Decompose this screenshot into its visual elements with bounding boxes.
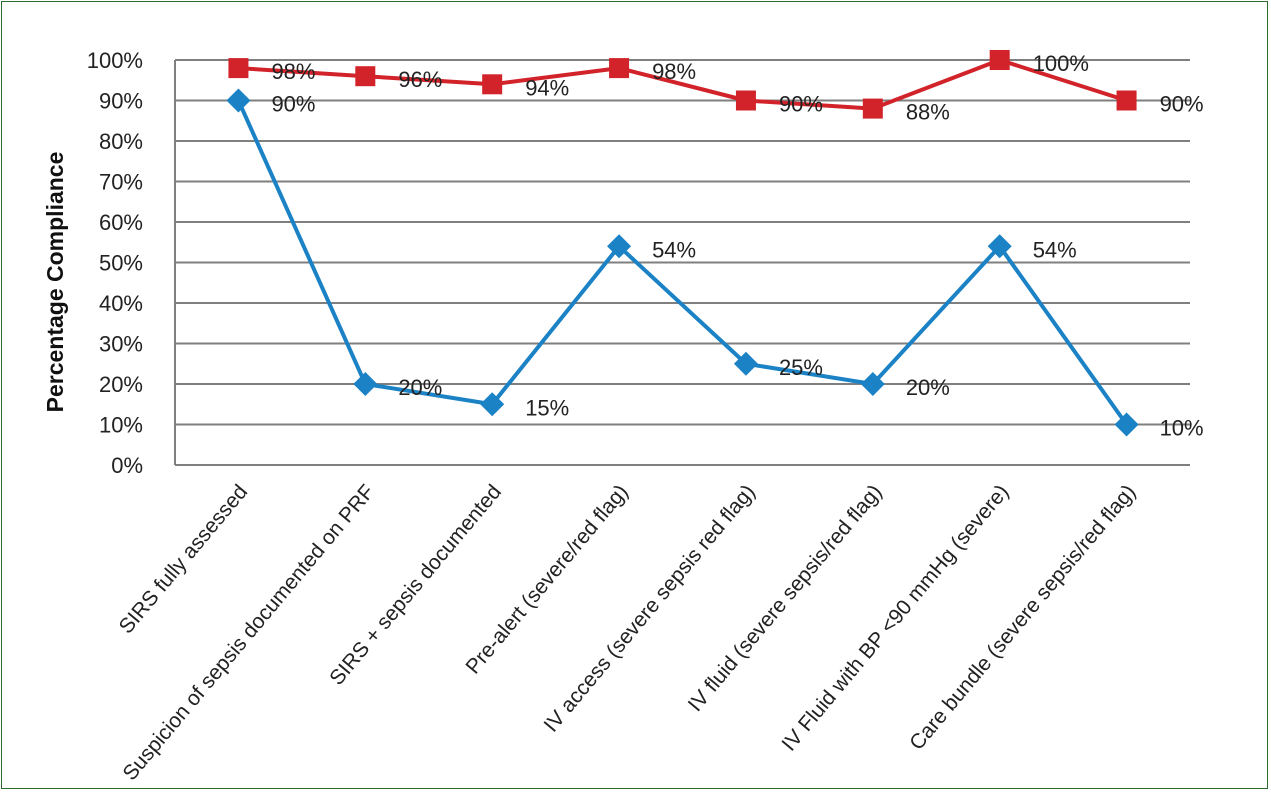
square-marker — [989, 50, 1010, 70]
data-labels: 98% 96% 94% 98% 90% 88% 100% 90% 90% 20% 15% 54% 25%… — [271, 51, 1203, 441]
data-label: 10% — [1160, 416, 1204, 441]
x-category-label: IV access (severe sepsis red flag) — [540, 480, 760, 736]
data-label: 15% — [525, 395, 569, 420]
square-marker — [228, 58, 249, 79]
data-label: 96% — [398, 67, 442, 92]
square-marker — [609, 58, 630, 79]
data-label: 54% — [652, 237, 696, 262]
data-label: 98% — [271, 59, 315, 84]
y-tick-label: 90% — [99, 89, 143, 114]
x-category-label: Care bundle (severe sepsis/red flag) — [905, 480, 1140, 754]
y-tick-label: 10% — [99, 413, 143, 438]
gridlines — [174, 59, 1190, 466]
data-label: 90% — [1160, 92, 1204, 117]
diamond-marker — [480, 392, 505, 417]
diamond-marker — [987, 234, 1012, 259]
y-tick-label: 100% — [87, 48, 143, 73]
data-label: 90% — [779, 92, 823, 117]
series-line — [238, 58, 1128, 111]
diamond-marker — [226, 88, 251, 113]
diamond-marker — [1114, 412, 1139, 437]
data-label: 54% — [1033, 237, 1077, 262]
diamond-marker — [353, 372, 378, 396]
data-label: 94% — [525, 75, 569, 100]
diamond-marker — [860, 372, 885, 396]
y-tick-label: 60% — [99, 210, 143, 235]
y-tick-label: 30% — [99, 332, 143, 357]
x-category-label: SIRS fully assessed — [115, 480, 253, 638]
square-marker — [862, 98, 883, 119]
y-axis-tick-labels: 0% 10% 20% 30% 40% 50% 60% 70% 80% 90% 100% — [87, 48, 143, 478]
data-label: 100% — [1033, 51, 1089, 76]
y-tick-label: 0% — [111, 453, 143, 478]
y-tick-label: 70% — [99, 170, 143, 195]
square-marker — [355, 66, 376, 87]
y-axis-title: Percentage Compliance — [42, 152, 68, 413]
y-tick-label: 50% — [99, 251, 143, 276]
square-marker — [735, 90, 756, 111]
x-category-label: IV Fluid with BP <90 mmHg (severe) — [777, 480, 1013, 755]
data-label: 98% — [652, 59, 696, 84]
square-marker — [482, 74, 503, 95]
data-label: 88% — [906, 100, 950, 125]
data-label: 90% — [271, 92, 315, 117]
square-marker — [1116, 90, 1137, 111]
series-lines — [226, 50, 1139, 437]
y-tick-label: 80% — [99, 129, 143, 154]
y-tick-label: 40% — [99, 291, 143, 316]
diamond-marker — [607, 234, 632, 259]
data-label: 25% — [779, 355, 823, 380]
data-label: 20% — [906, 375, 950, 400]
diamond-marker — [733, 351, 758, 376]
y-tick-label: 20% — [99, 372, 143, 397]
data-label: 20% — [398, 375, 442, 400]
x-category-label: Suspicion of sepsis documented on PRF — [118, 480, 379, 785]
series-line — [236, 99, 1129, 426]
